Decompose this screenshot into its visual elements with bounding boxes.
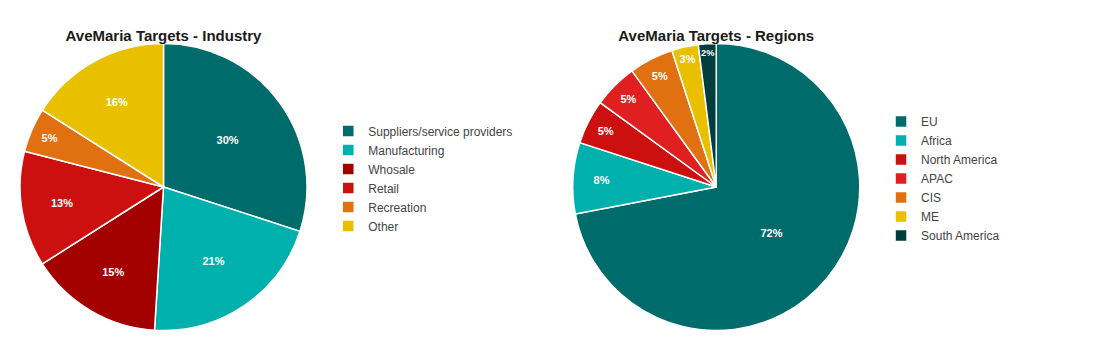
svg-text:Suppliers/service providers: Suppliers/service providers bbox=[368, 125, 512, 139]
svg-text:APAC: APAC bbox=[921, 172, 953, 186]
svg-text:AveMaria Targets - Industry: AveMaria Targets - Industry bbox=[66, 27, 263, 44]
svg-text:15%: 15% bbox=[102, 266, 124, 278]
svg-text:2%: 2% bbox=[701, 48, 714, 58]
svg-text:ME: ME bbox=[921, 210, 939, 224]
svg-text:21%: 21% bbox=[202, 255, 224, 267]
svg-text:North America: North America bbox=[921, 153, 997, 167]
svg-text:Recreation: Recreation bbox=[368, 201, 426, 215]
svg-text:AveMaria Targets - Regions: AveMaria Targets - Regions bbox=[618, 27, 814, 44]
svg-text:Retail: Retail bbox=[368, 182, 399, 196]
svg-text:Other: Other bbox=[368, 220, 398, 234]
svg-text:5%: 5% bbox=[652, 70, 668, 82]
svg-text:72%: 72% bbox=[760, 227, 782, 239]
svg-text:CIS: CIS bbox=[921, 191, 941, 205]
svg-text:8%: 8% bbox=[594, 174, 610, 186]
svg-text:5%: 5% bbox=[598, 125, 614, 137]
svg-text:5%: 5% bbox=[620, 93, 636, 105]
svg-text:5%: 5% bbox=[42, 132, 58, 144]
svg-text:EU: EU bbox=[921, 115, 938, 129]
svg-text:Whosale: Whosale bbox=[368, 163, 415, 177]
svg-text:Africa: Africa bbox=[921, 134, 952, 148]
svg-text:16%: 16% bbox=[106, 96, 128, 108]
svg-text:13%: 13% bbox=[51, 197, 73, 209]
svg-text:Manufacturing: Manufacturing bbox=[368, 144, 444, 158]
svg-text:3%: 3% bbox=[680, 53, 696, 65]
svg-text:South America: South America bbox=[921, 229, 999, 243]
svg-text:30%: 30% bbox=[217, 134, 239, 146]
